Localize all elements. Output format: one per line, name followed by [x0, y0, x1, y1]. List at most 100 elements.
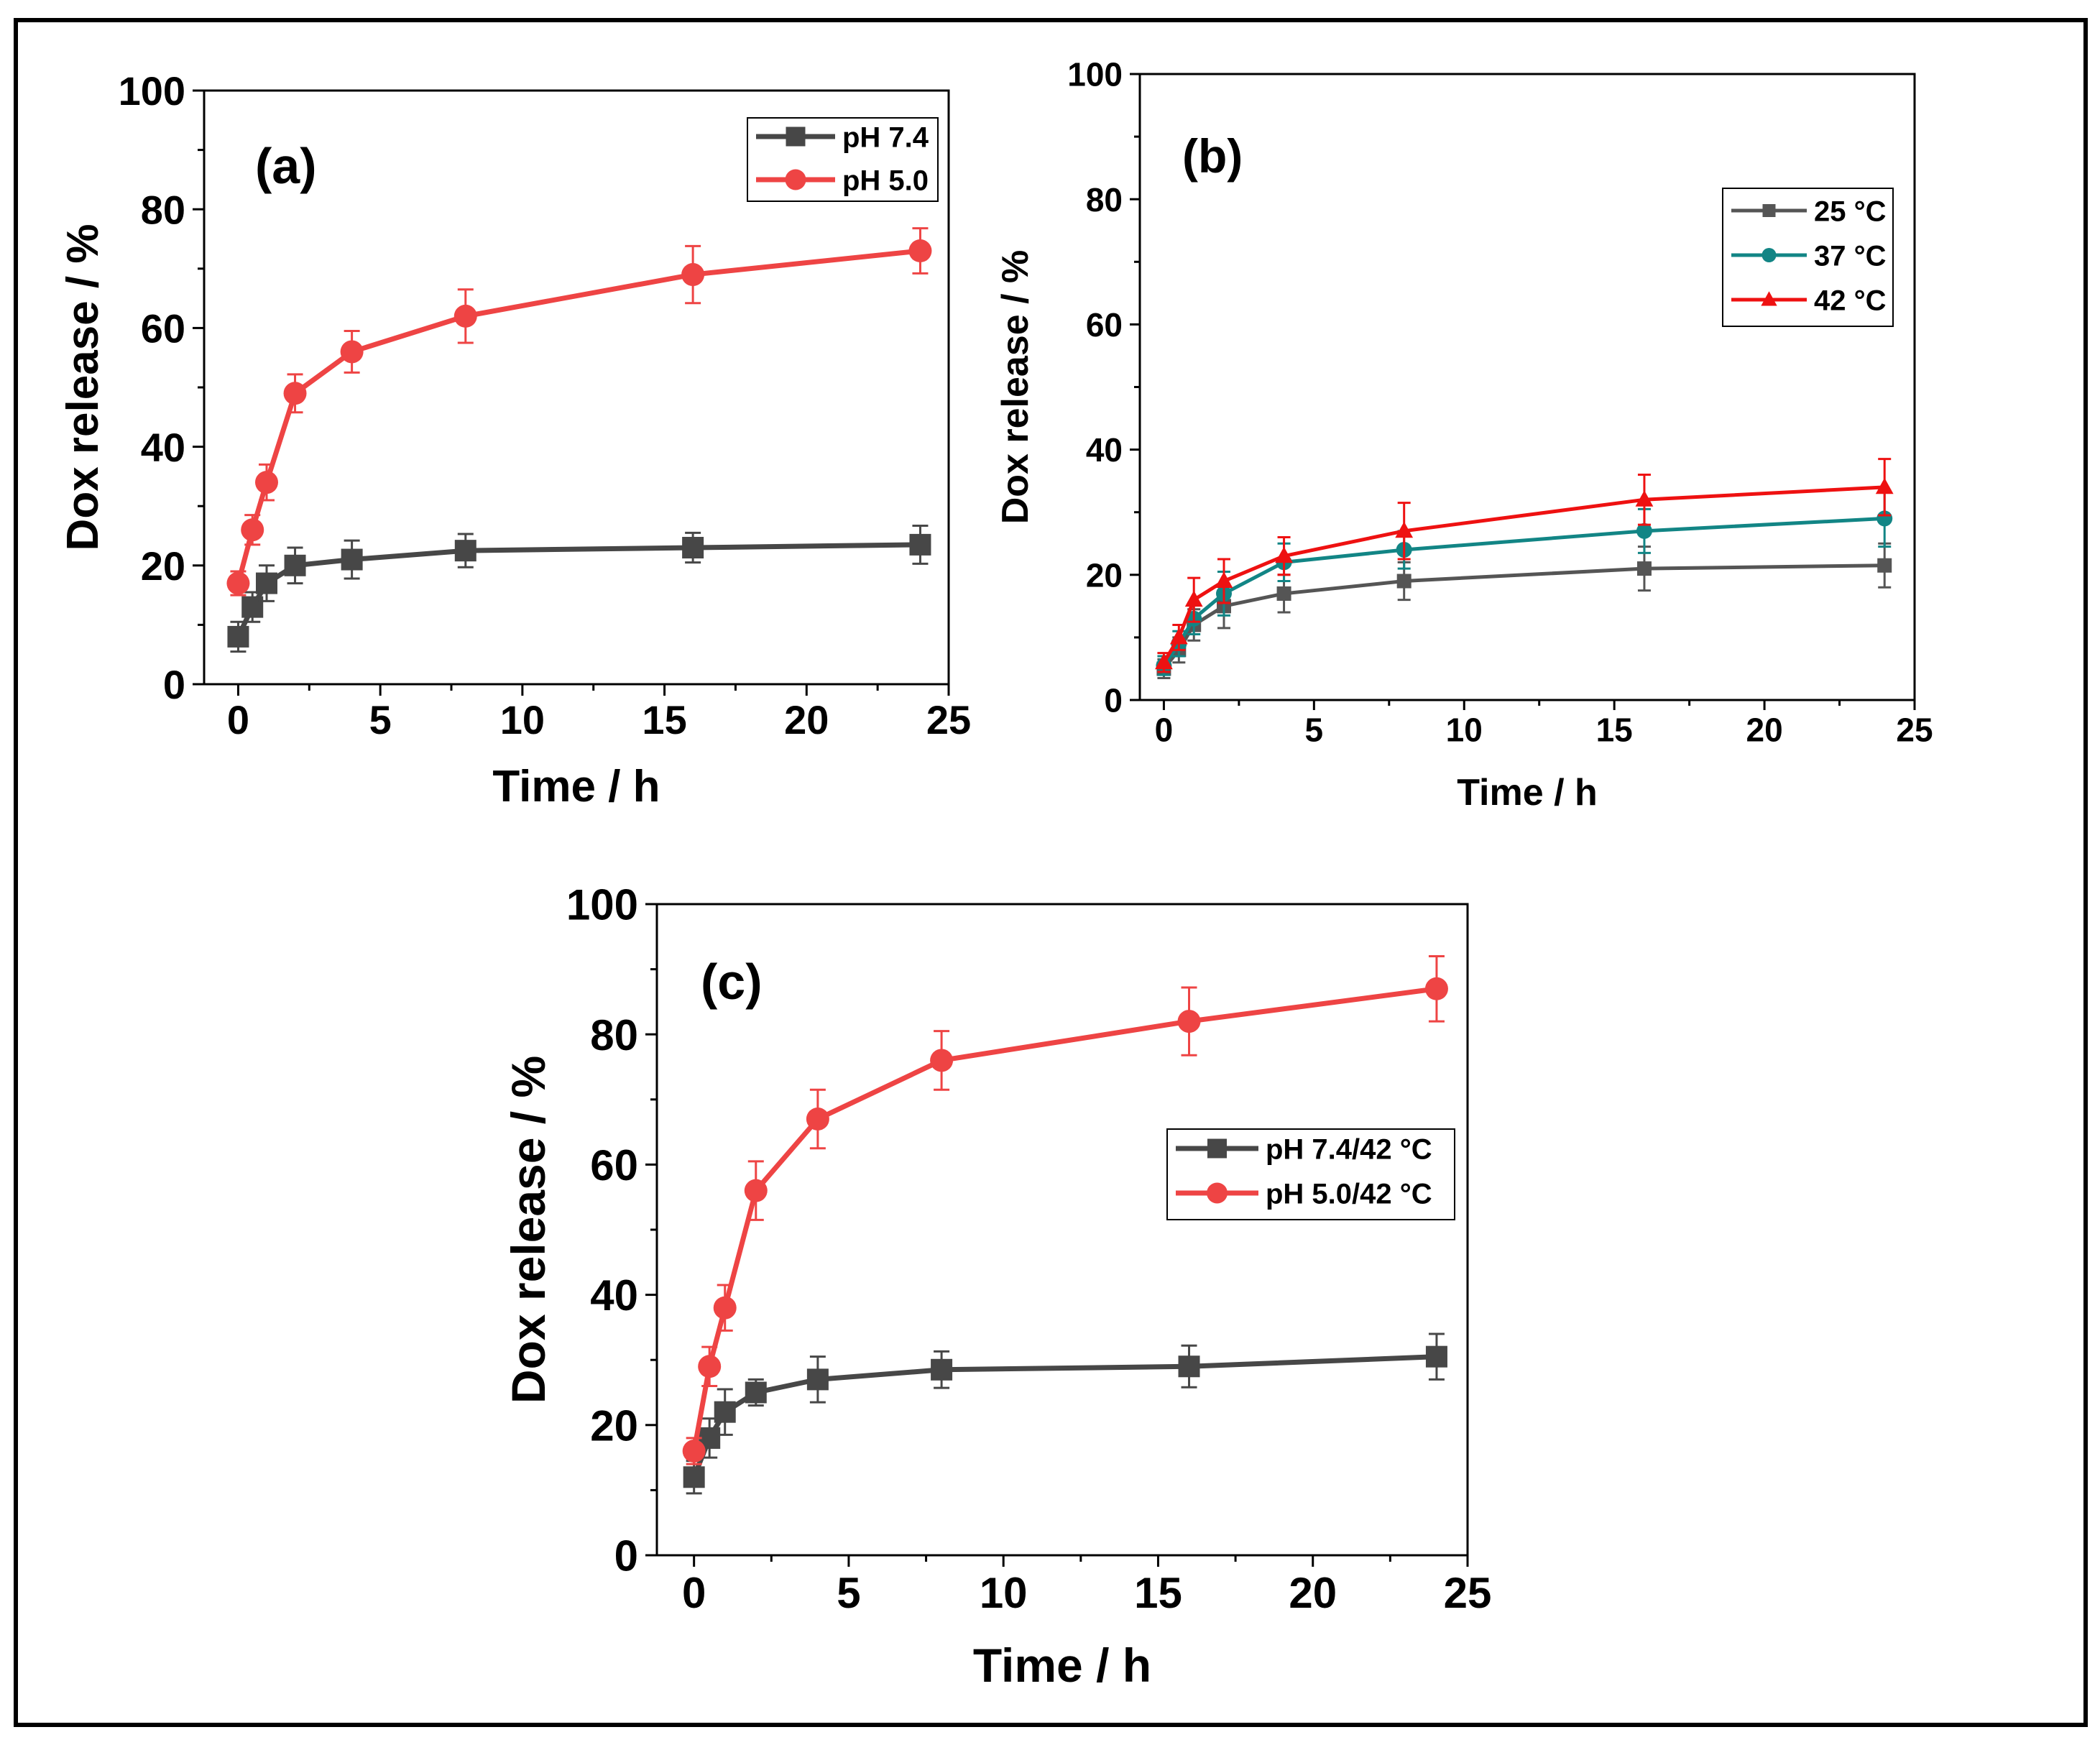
data-point-circle: [713, 1296, 737, 1320]
x-axis-label: Time / h: [1457, 772, 1598, 814]
y-tick-label: 60: [1086, 306, 1123, 344]
panel-c: 0 20 40 60 80 100 0 5 10 15 20 25 Time / h Dox releas…: [502, 881, 1491, 1692]
y-tick-label: 20: [141, 543, 185, 589]
data-point-square: [454, 540, 476, 562]
data-point-circle: [1636, 522, 1652, 539]
data-point-circle: [226, 571, 250, 595]
y-tick-label: 80: [1086, 181, 1123, 218]
data-point-square: [255, 572, 277, 594]
legend-label: pH 5.0: [842, 165, 929, 196]
data-point-square: [1636, 561, 1652, 576]
data-point-circle: [698, 1355, 722, 1378]
data-point-square: [714, 1401, 736, 1423]
data-point-triangle: [1875, 477, 1894, 494]
data-point-circle: [241, 518, 264, 542]
y-tick-label: 40: [141, 425, 185, 470]
x-axis-label: Time / h: [492, 762, 660, 811]
x-tick-label: 20: [784, 697, 829, 742]
data-point-circle: [283, 382, 307, 405]
data-point-circle: [254, 471, 278, 494]
data-point-circle: [340, 340, 364, 364]
data-point-triangle: [1275, 546, 1293, 563]
y-tick-label: 80: [590, 1011, 638, 1059]
legend-box: [747, 117, 939, 202]
x-tick-label: 15: [1596, 712, 1633, 749]
x-tick-label: 25: [926, 697, 971, 742]
legend-label: 25 °C: [1814, 195, 1887, 227]
data-point-circle: [908, 239, 932, 263]
panel-label: (c): [701, 954, 763, 1010]
legend-marker-circle: [1207, 1182, 1228, 1204]
x-tick-label: 10: [980, 1569, 1028, 1617]
legend-marker-circle: [785, 169, 806, 190]
legend-marker-triangle: [1761, 291, 1777, 306]
legend-marker-circle: [1761, 248, 1777, 262]
legend-label: pH 5.0/42 °C: [1266, 1178, 1432, 1210]
legend-label: pH 7.4: [842, 121, 929, 153]
data-point-triangle: [1155, 653, 1173, 670]
data-point-circle: [1424, 977, 1448, 1000]
x-tick-label: 0: [1155, 712, 1174, 749]
data-point-circle: [806, 1107, 829, 1131]
x-tick-label: 0: [227, 697, 249, 742]
legend-label: 37 °C: [1814, 240, 1887, 272]
data-point-square: [1425, 1345, 1447, 1368]
data-point-square: [683, 1466, 705, 1488]
panel-label: (b): [1182, 129, 1243, 183]
data-point-triangle: [1184, 590, 1203, 607]
data-point-square: [931, 1358, 953, 1381]
y-tick-label: 60: [590, 1141, 638, 1189]
y-tick-label: 40: [1086, 431, 1123, 469]
series-line: [1162, 485, 1885, 664]
x-tick-label: 0: [682, 1569, 706, 1617]
data-point-square: [227, 625, 249, 648]
data-point-square: [682, 537, 704, 559]
x-tick-label: 15: [642, 697, 686, 742]
x-tick-label: 5: [369, 697, 392, 742]
y-tick-label: 20: [1086, 556, 1123, 594]
panel-a: 0 20 40 60 80 100 0 5 10 15 20 25 Time / h Dox releas…: [58, 68, 971, 811]
y-tick-label: 100: [566, 881, 638, 929]
data-point-square: [1178, 1355, 1200, 1378]
data-point-triangle: [1635, 490, 1654, 507]
legend-label: 42 °C: [1814, 285, 1887, 316]
y-tick-label: 0: [163, 662, 185, 707]
x-tick-label: 5: [1305, 712, 1324, 749]
legend-marker-square: [1207, 1138, 1227, 1159]
data-point-circle: [930, 1049, 954, 1072]
data-point-circle: [682, 1440, 706, 1463]
y-tick-label: 100: [119, 68, 185, 114]
data-point-circle: [1177, 1010, 1201, 1033]
legend-marker-square: [1762, 204, 1776, 217]
data-point-square: [284, 554, 306, 576]
x-tick-label: 10: [1446, 712, 1483, 749]
data-point-square: [1396, 574, 1411, 589]
y-tick-label: 40: [590, 1271, 638, 1320]
data-point-square: [241, 596, 264, 618]
y-tick-label: 0: [1104, 682, 1123, 719]
data-point-square: [341, 548, 363, 571]
data-point-square: [745, 1381, 767, 1404]
data-point-square: [806, 1368, 829, 1391]
panel-label: (a): [255, 138, 317, 194]
panel-b: 0 20 40 60 80 100 0 5 10 15 20 25 Time / h Dox releas…: [995, 56, 1933, 814]
data-point-circle: [453, 304, 477, 328]
x-tick-label: 5: [837, 1569, 860, 1617]
x-tick-label: 25: [1444, 1569, 1492, 1617]
y-tick-label: 100: [1067, 56, 1123, 93]
y-tick-label: 80: [141, 187, 185, 232]
data-point-circle: [681, 263, 705, 287]
x-tick-label: 25: [1896, 712, 1933, 749]
data-point-triangle: [1215, 571, 1233, 588]
y-axis-label: Dox release / %: [995, 250, 1036, 525]
y-tick-label: 60: [141, 306, 185, 351]
y-axis-label: Dox release / %: [58, 224, 108, 551]
x-tick-label: 10: [500, 697, 545, 742]
x-tick-label: 20: [1746, 712, 1782, 749]
x-tick-label: 15: [1134, 1569, 1182, 1617]
y-axis-label: Dox release / %: [502, 1056, 555, 1404]
legend-marker-square: [786, 126, 806, 147]
x-tick-label: 20: [1289, 1569, 1337, 1617]
y-tick-label: 0: [614, 1532, 638, 1580]
